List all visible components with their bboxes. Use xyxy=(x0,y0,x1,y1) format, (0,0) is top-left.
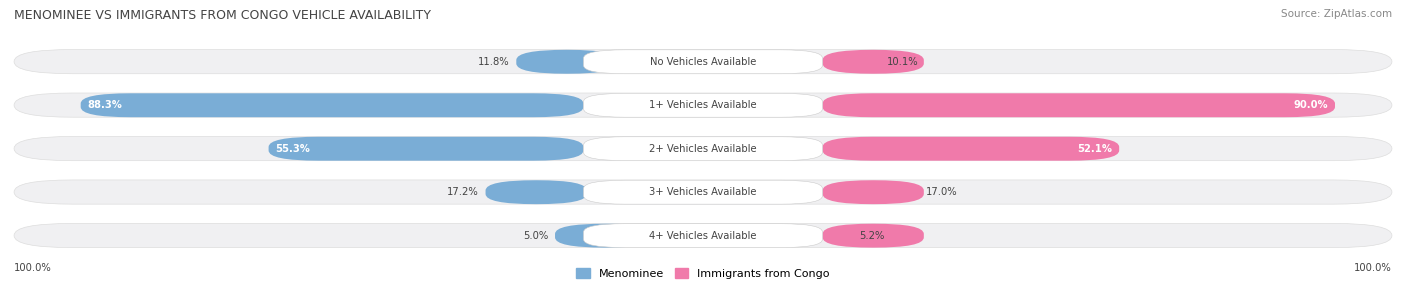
FancyBboxPatch shape xyxy=(14,223,1392,248)
Text: 5.2%: 5.2% xyxy=(859,231,884,241)
Text: 5.0%: 5.0% xyxy=(523,231,548,241)
FancyBboxPatch shape xyxy=(555,224,657,248)
FancyBboxPatch shape xyxy=(823,137,1119,161)
Legend: Menominee, Immigrants from Congo: Menominee, Immigrants from Congo xyxy=(572,264,834,283)
Text: MENOMINEE VS IMMIGRANTS FROM CONGO VEHICLE AVAILABILITY: MENOMINEE VS IMMIGRANTS FROM CONGO VEHIC… xyxy=(14,9,432,21)
FancyBboxPatch shape xyxy=(14,136,1392,161)
Text: 88.3%: 88.3% xyxy=(87,100,122,110)
FancyBboxPatch shape xyxy=(485,180,586,204)
FancyBboxPatch shape xyxy=(269,137,583,161)
FancyBboxPatch shape xyxy=(823,180,924,204)
Text: 17.0%: 17.0% xyxy=(927,187,957,197)
FancyBboxPatch shape xyxy=(516,50,617,74)
Text: 100.0%: 100.0% xyxy=(14,263,52,273)
FancyBboxPatch shape xyxy=(823,224,924,248)
Text: Source: ZipAtlas.com: Source: ZipAtlas.com xyxy=(1281,9,1392,19)
Text: 52.1%: 52.1% xyxy=(1077,144,1112,154)
Text: 100.0%: 100.0% xyxy=(1354,263,1392,273)
Text: 3+ Vehicles Available: 3+ Vehicles Available xyxy=(650,187,756,197)
FancyBboxPatch shape xyxy=(823,50,924,74)
FancyBboxPatch shape xyxy=(823,93,1336,117)
Text: 1+ Vehicles Available: 1+ Vehicles Available xyxy=(650,100,756,110)
FancyBboxPatch shape xyxy=(80,93,583,117)
FancyBboxPatch shape xyxy=(14,180,1392,204)
FancyBboxPatch shape xyxy=(583,180,823,204)
FancyBboxPatch shape xyxy=(583,93,823,117)
Text: 55.3%: 55.3% xyxy=(276,144,311,154)
FancyBboxPatch shape xyxy=(14,93,1392,117)
Text: 10.1%: 10.1% xyxy=(887,57,918,67)
Text: 2+ Vehicles Available: 2+ Vehicles Available xyxy=(650,144,756,154)
Text: No Vehicles Available: No Vehicles Available xyxy=(650,57,756,67)
Text: 11.8%: 11.8% xyxy=(478,57,509,67)
Text: 4+ Vehicles Available: 4+ Vehicles Available xyxy=(650,231,756,241)
FancyBboxPatch shape xyxy=(583,137,823,161)
Text: 90.0%: 90.0% xyxy=(1294,100,1329,110)
FancyBboxPatch shape xyxy=(583,224,823,248)
FancyBboxPatch shape xyxy=(14,49,1392,74)
FancyBboxPatch shape xyxy=(583,50,823,74)
Text: 17.2%: 17.2% xyxy=(447,187,478,197)
